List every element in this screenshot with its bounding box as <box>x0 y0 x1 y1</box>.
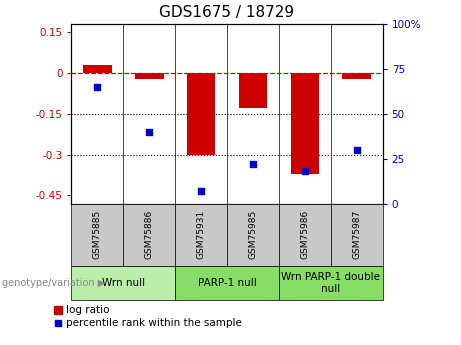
Text: GSM75987: GSM75987 <box>352 210 361 259</box>
Bar <box>227 204 279 266</box>
Legend: log ratio, percentile rank within the sample: log ratio, percentile rank within the sa… <box>53 305 242 328</box>
Point <box>249 161 257 167</box>
Point <box>353 147 361 152</box>
Text: Wrn PARP-1 double
null: Wrn PARP-1 double null <box>281 272 380 294</box>
Bar <box>290 73 319 174</box>
Bar <box>279 204 331 266</box>
Bar <box>83 65 112 73</box>
Bar <box>239 73 267 108</box>
Bar <box>124 204 175 266</box>
Bar <box>71 204 124 266</box>
Text: GSM75885: GSM75885 <box>93 210 102 259</box>
Text: Wrn null: Wrn null <box>102 278 145 288</box>
Title: GDS1675 / 18729: GDS1675 / 18729 <box>160 5 295 20</box>
Text: GSM75985: GSM75985 <box>248 210 258 259</box>
Text: GSM75931: GSM75931 <box>196 210 206 259</box>
Text: genotype/variation ▶: genotype/variation ▶ <box>2 278 106 288</box>
Text: GSM75886: GSM75886 <box>145 210 154 259</box>
Bar <box>71 266 175 300</box>
Bar <box>175 266 279 300</box>
Point <box>94 84 101 90</box>
Text: GSM75986: GSM75986 <box>300 210 309 259</box>
Bar <box>187 73 215 155</box>
Point <box>197 188 205 194</box>
Bar <box>279 266 383 300</box>
Bar <box>175 204 227 266</box>
Point <box>146 129 153 135</box>
Bar <box>331 204 383 266</box>
Point <box>301 168 308 174</box>
Bar <box>135 73 164 79</box>
Text: PARP-1 null: PARP-1 null <box>198 278 256 288</box>
Bar <box>343 73 371 79</box>
